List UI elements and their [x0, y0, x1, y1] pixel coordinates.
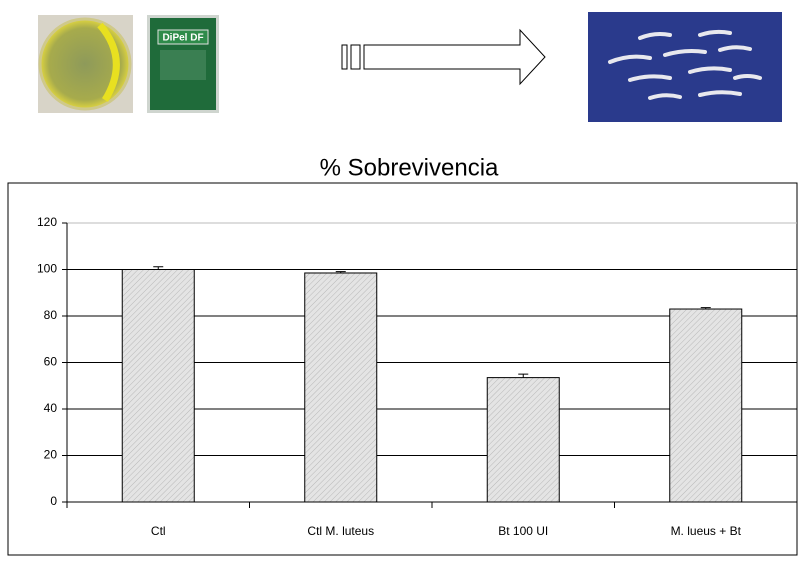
y-tick-label: 40	[44, 401, 58, 415]
y-tick-label: 20	[44, 448, 58, 462]
y-tick-label: 80	[44, 308, 58, 322]
arrow	[342, 30, 545, 84]
petri-dish-image	[38, 15, 133, 113]
bar	[670, 309, 742, 502]
x-tick-label: M. lueus + Bt	[671, 524, 742, 538]
y-tick-label: 100	[37, 262, 57, 276]
package-image: DiPel DF	[147, 15, 219, 113]
bar	[122, 270, 194, 503]
page: {"illustration": {"package_label": "DiPe…	[0, 0, 798, 560]
x-tick-label: Ctl	[151, 524, 166, 538]
error-bar	[518, 374, 528, 377]
y-tick-label: 120	[37, 215, 57, 229]
x-tick-label: Bt 100 UI	[498, 524, 548, 538]
larvae-image	[588, 12, 782, 122]
chart-title: % Sobrevivencia	[320, 154, 499, 181]
y-tick-label: 0	[50, 494, 57, 508]
chart: DiPel DF % Sobrevivencia 0 20 40 60 80 100 120…	[0, 0, 798, 560]
y-tick-label: 60	[44, 355, 58, 369]
bar	[487, 378, 559, 502]
bar	[305, 273, 377, 502]
x-tick-label: Ctl M. luteus	[307, 524, 374, 538]
package-label: DiPel DF	[162, 33, 203, 44]
